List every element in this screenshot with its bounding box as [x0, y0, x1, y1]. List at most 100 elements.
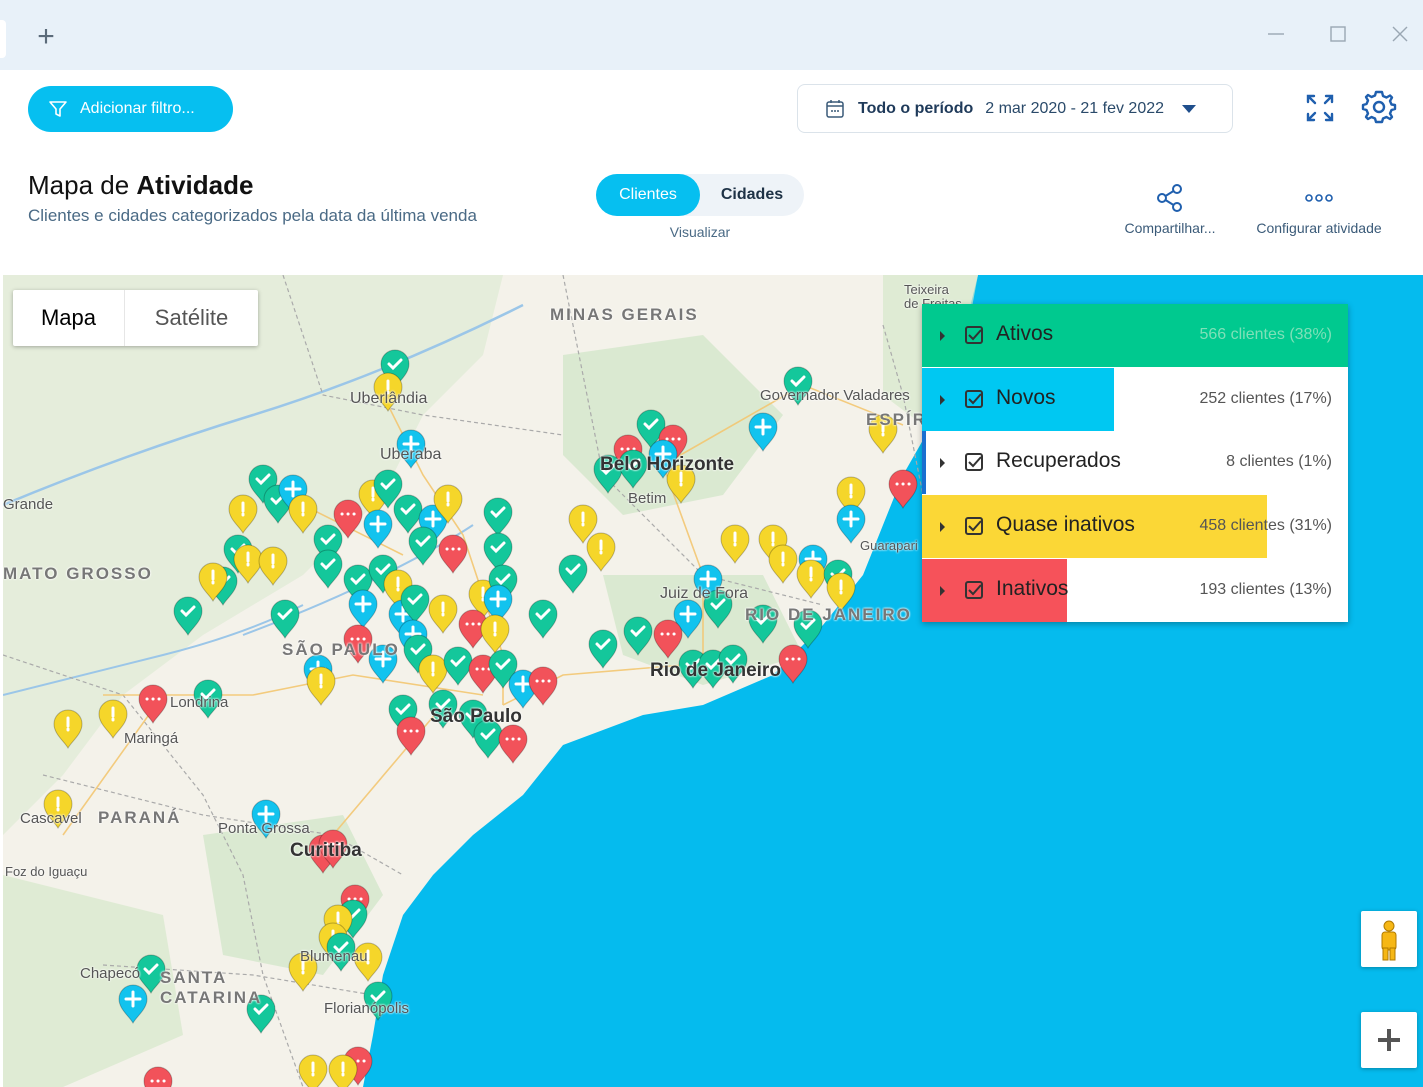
legend-item-quase-inativos[interactable]: Quase inativos 458 clientes (31%) — [922, 495, 1348, 558]
client-pin-icon[interactable] — [393, 494, 423, 535]
client-pin-icon[interactable] — [783, 366, 813, 407]
client-pin-icon[interactable] — [473, 719, 503, 760]
client-pin-icon[interactable] — [666, 464, 696, 505]
client-pin-icon[interactable] — [373, 469, 403, 510]
client-pin-icon[interactable] — [348, 589, 378, 630]
client-pin-icon[interactable] — [648, 439, 678, 480]
client-pin-icon[interactable] — [483, 584, 513, 625]
client-pin-icon[interactable] — [53, 709, 83, 750]
checkbox-checked-icon[interactable] — [964, 325, 984, 345]
checkbox-checked-icon[interactable] — [964, 516, 984, 536]
gear-icon[interactable] — [1360, 88, 1398, 126]
client-pin-icon[interactable] — [718, 644, 748, 685]
new-tab-button[interactable]: + — [37, 20, 55, 53]
client-pin-icon[interactable] — [483, 497, 513, 538]
minimize-icon[interactable] — [1264, 22, 1288, 46]
client-pins-layer[interactable] — [3, 275, 1423, 1087]
client-pin-icon[interactable] — [428, 689, 458, 730]
client-pin-icon[interactable] — [173, 596, 203, 637]
browser-tab[interactable] — [0, 20, 6, 58]
expand-arrow-icon[interactable] — [940, 522, 945, 532]
close-icon[interactable] — [1388, 22, 1412, 46]
client-pin-icon[interactable] — [748, 604, 778, 645]
client-pin-icon[interactable] — [306, 666, 336, 707]
client-pin-icon[interactable] — [198, 562, 228, 603]
client-pin-icon[interactable] — [258, 546, 288, 587]
client-pin-icon[interactable] — [588, 629, 618, 670]
client-pin-icon[interactable] — [408, 526, 438, 567]
period-selector[interactable]: Todo o período 2 mar 2020 - 21 fev 2022 — [797, 84, 1233, 133]
client-pin-icon[interactable] — [433, 484, 463, 525]
expand-arrow-icon[interactable] — [940, 331, 945, 341]
client-pin-icon[interactable] — [333, 499, 363, 540]
client-pin-icon[interactable] — [43, 789, 73, 830]
activity-map[interactable] — [3, 275, 1423, 1087]
client-pin-icon[interactable] — [343, 624, 373, 665]
configure-activity-button[interactable]: Configurar atividade — [1244, 178, 1394, 236]
fullscreen-icon[interactable] — [1304, 92, 1336, 124]
client-pin-icon[interactable] — [528, 599, 558, 640]
client-pin-icon[interactable] — [438, 534, 468, 575]
client-pin-icon[interactable] — [826, 572, 856, 613]
expand-arrow-icon[interactable] — [940, 458, 945, 468]
client-pin-icon[interactable] — [593, 454, 623, 495]
client-pin-icon[interactable] — [138, 684, 168, 725]
client-pin-icon[interactable] — [623, 616, 653, 657]
client-pin-icon[interactable] — [233, 544, 263, 585]
client-pin-icon[interactable] — [748, 412, 778, 453]
client-pin-icon[interactable] — [528, 666, 558, 707]
client-pin-icon[interactable] — [136, 954, 166, 995]
client-pin-icon[interactable] — [480, 614, 510, 655]
client-pin-icon[interactable] — [363, 509, 393, 550]
client-pin-icon[interactable] — [313, 549, 343, 590]
checkbox-checked-icon[interactable] — [964, 389, 984, 409]
map-type-satellite[interactable]: Satélite — [154, 305, 229, 330]
client-pin-icon[interactable] — [836, 476, 866, 517]
share-button[interactable]: Compartilhar... — [1112, 178, 1228, 236]
client-pin-icon[interactable] — [836, 504, 866, 545]
client-pin-icon[interactable] — [246, 994, 276, 1035]
client-pin-icon[interactable] — [288, 952, 318, 993]
add-filter-button[interactable]: Adicionar filtro... — [28, 86, 233, 132]
client-pin-icon[interactable] — [488, 649, 518, 690]
client-pin-icon[interactable] — [720, 524, 750, 565]
client-pin-icon[interactable] — [653, 619, 683, 660]
client-pin-icon[interactable] — [868, 414, 898, 455]
expand-arrow-icon[interactable] — [940, 586, 945, 596]
client-pin-icon[interactable] — [368, 644, 398, 685]
checkbox-checked-icon[interactable] — [964, 580, 984, 600]
client-pin-icon[interactable] — [618, 449, 648, 490]
client-pin-icon[interactable] — [768, 544, 798, 585]
legend-item-recuperados[interactable]: Recuperados 8 clientes (1%) — [922, 431, 1348, 494]
client-pin-icon[interactable] — [353, 942, 383, 983]
client-pin-icon[interactable] — [558, 554, 588, 595]
client-pin-icon[interactable] — [396, 429, 426, 470]
toggle-clientes[interactable]: Clientes — [596, 174, 700, 216]
street-view-pegman-button[interactable] — [1361, 911, 1417, 967]
client-pin-icon[interactable] — [298, 1054, 328, 1087]
legend-item-ativos[interactable]: Ativos 566 clientes (38%) — [922, 304, 1348, 367]
map-type-map[interactable]: Mapa — [13, 290, 125, 346]
client-pin-icon[interactable] — [270, 599, 300, 640]
client-pin-icon[interactable] — [326, 932, 356, 973]
client-pin-icon[interactable] — [396, 716, 426, 757]
maximize-icon[interactable] — [1326, 22, 1350, 46]
client-pin-icon[interactable] — [888, 469, 918, 510]
client-pin-icon[interactable] — [498, 724, 528, 765]
checkbox-checked-icon[interactable] — [964, 452, 984, 472]
client-pin-icon[interactable] — [193, 679, 223, 720]
legend-item-inativos[interactable]: Inativos 193 clientes (13%) — [922, 559, 1348, 622]
client-pin-icon[interactable] — [143, 1066, 173, 1087]
client-pin-icon[interactable] — [428, 594, 458, 635]
legend-item-novos[interactable]: Novos 252 clientes (17%) — [922, 368, 1348, 431]
client-pin-icon[interactable] — [363, 981, 393, 1022]
client-pin-icon[interactable] — [373, 372, 403, 413]
client-pin-icon[interactable] — [228, 494, 258, 535]
client-pin-icon[interactable] — [418, 654, 448, 695]
expand-arrow-icon[interactable] — [940, 395, 945, 405]
client-pin-icon[interactable] — [778, 644, 808, 685]
client-pin-icon[interactable] — [288, 494, 318, 535]
zoom-in-button[interactable] — [1361, 1012, 1417, 1068]
client-pin-icon[interactable] — [793, 609, 823, 650]
client-pin-icon[interactable] — [400, 584, 430, 625]
